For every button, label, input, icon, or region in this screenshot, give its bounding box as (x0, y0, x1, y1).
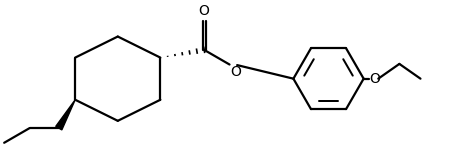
Polygon shape (56, 100, 75, 130)
Text: O: O (370, 72, 381, 86)
Text: O: O (199, 4, 210, 18)
Text: O: O (230, 65, 241, 79)
